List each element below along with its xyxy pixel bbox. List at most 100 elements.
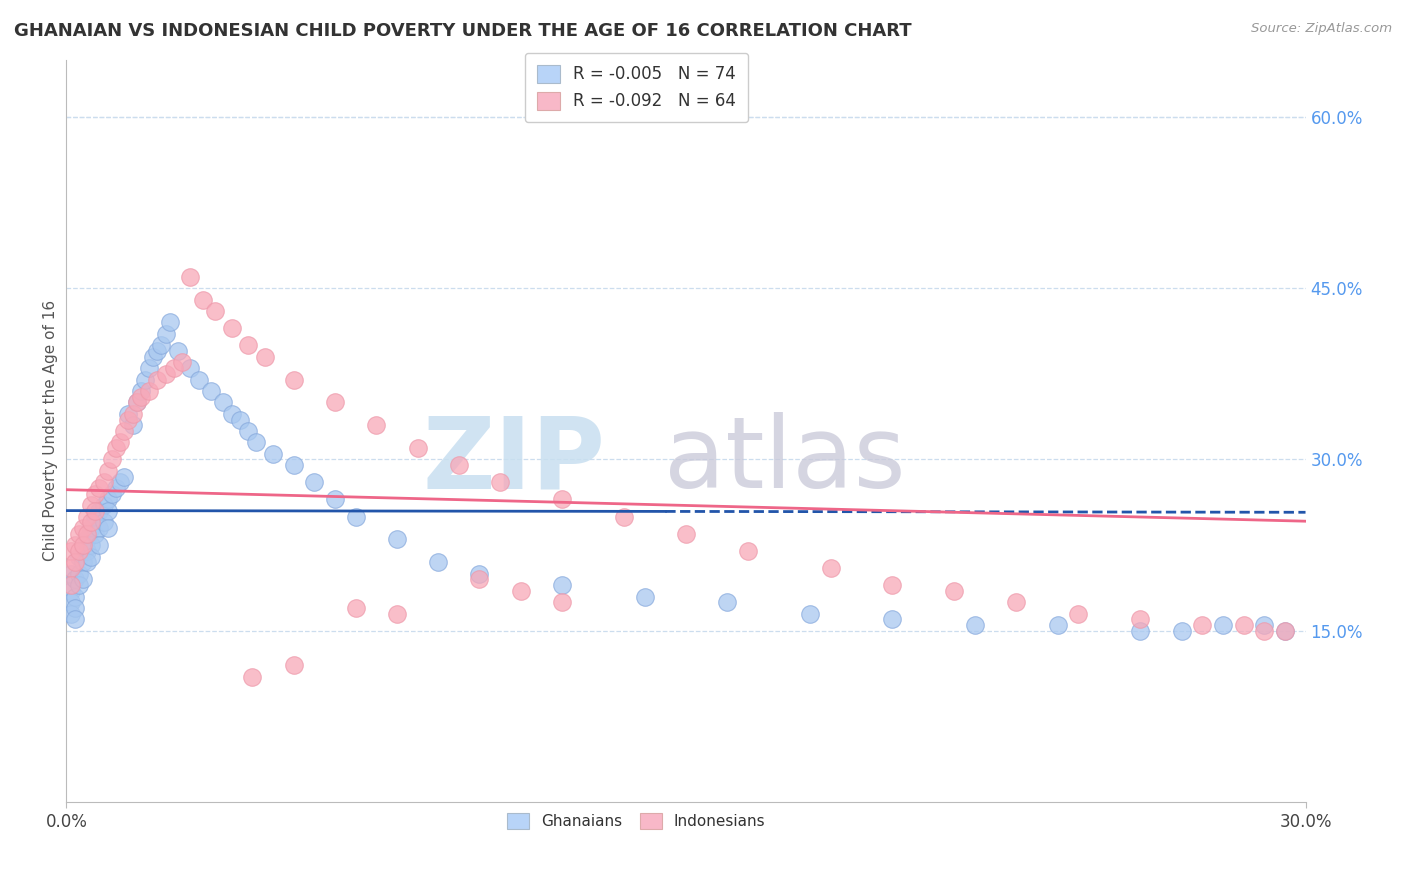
Point xyxy=(112,469,135,483)
Point xyxy=(76,509,98,524)
Text: ZIP: ZIP xyxy=(423,412,606,509)
Point xyxy=(882,578,904,592)
Point xyxy=(1129,612,1152,626)
Text: atlas: atlas xyxy=(664,412,905,509)
Point xyxy=(59,566,82,581)
Point xyxy=(93,516,115,530)
Point xyxy=(67,526,90,541)
Point xyxy=(112,424,135,438)
Point xyxy=(97,464,120,478)
Point xyxy=(63,573,86,587)
Point xyxy=(93,475,115,490)
Point xyxy=(1274,624,1296,638)
Point xyxy=(80,538,103,552)
Point xyxy=(89,538,111,552)
Point xyxy=(93,498,115,512)
Point xyxy=(146,343,169,358)
Point xyxy=(179,269,201,284)
Point xyxy=(344,601,367,615)
Point xyxy=(63,555,86,569)
Point xyxy=(323,395,346,409)
Point xyxy=(89,481,111,495)
Point xyxy=(129,390,152,404)
Point xyxy=(204,304,226,318)
Point xyxy=(84,504,107,518)
Point xyxy=(1191,618,1213,632)
Point xyxy=(67,544,90,558)
Point xyxy=(67,566,90,581)
Point xyxy=(344,509,367,524)
Point xyxy=(80,521,103,535)
Point xyxy=(179,361,201,376)
Point xyxy=(89,504,111,518)
Point xyxy=(142,350,165,364)
Legend: Ghanaians, Indonesians: Ghanaians, Indonesians xyxy=(501,806,772,836)
Point xyxy=(943,583,966,598)
Point xyxy=(105,481,128,495)
Point xyxy=(167,343,190,358)
Point xyxy=(84,487,107,501)
Point xyxy=(551,492,574,507)
Point xyxy=(253,350,276,364)
Point xyxy=(84,526,107,541)
Point xyxy=(72,538,94,552)
Point xyxy=(146,372,169,386)
Point xyxy=(366,418,388,433)
Point xyxy=(159,315,181,329)
Point xyxy=(1005,595,1028,609)
Point xyxy=(125,395,148,409)
Point xyxy=(163,361,186,376)
Point xyxy=(101,487,124,501)
Point xyxy=(76,544,98,558)
Point xyxy=(63,590,86,604)
Point xyxy=(97,492,120,507)
Point xyxy=(489,475,512,490)
Point xyxy=(447,458,470,473)
Point xyxy=(737,544,759,558)
Point xyxy=(262,447,284,461)
Point xyxy=(108,475,131,490)
Point xyxy=(221,407,243,421)
Point xyxy=(108,435,131,450)
Point xyxy=(1067,607,1090,621)
Point xyxy=(613,509,636,524)
Point xyxy=(468,573,491,587)
Point xyxy=(1253,618,1275,632)
Point xyxy=(882,612,904,626)
Text: GHANAIAN VS INDONESIAN CHILD POVERTY UNDER THE AGE OF 16 CORRELATION CHART: GHANAIAN VS INDONESIAN CHILD POVERTY UND… xyxy=(14,22,911,40)
Point xyxy=(191,293,214,307)
Point xyxy=(63,538,86,552)
Point xyxy=(240,669,263,683)
Point xyxy=(63,612,86,626)
Point xyxy=(150,338,173,352)
Point xyxy=(304,475,326,490)
Point xyxy=(129,384,152,398)
Point xyxy=(1253,624,1275,638)
Point xyxy=(238,338,260,352)
Point xyxy=(468,566,491,581)
Point xyxy=(323,492,346,507)
Point xyxy=(72,573,94,587)
Point xyxy=(283,658,305,673)
Point xyxy=(97,521,120,535)
Point xyxy=(385,607,408,621)
Point xyxy=(67,578,90,592)
Point xyxy=(101,452,124,467)
Point xyxy=(229,412,252,426)
Point xyxy=(76,533,98,547)
Point xyxy=(97,504,120,518)
Point xyxy=(799,607,821,621)
Point xyxy=(138,361,160,376)
Point xyxy=(72,521,94,535)
Point xyxy=(134,372,156,386)
Point xyxy=(76,555,98,569)
Text: Source: ZipAtlas.com: Source: ZipAtlas.com xyxy=(1251,22,1392,36)
Point xyxy=(283,372,305,386)
Point xyxy=(72,555,94,569)
Point xyxy=(820,561,842,575)
Point xyxy=(72,544,94,558)
Point xyxy=(155,326,177,341)
Point xyxy=(59,607,82,621)
Point xyxy=(105,441,128,455)
Y-axis label: Child Poverty Under the Age of 16: Child Poverty Under the Age of 16 xyxy=(44,301,58,561)
